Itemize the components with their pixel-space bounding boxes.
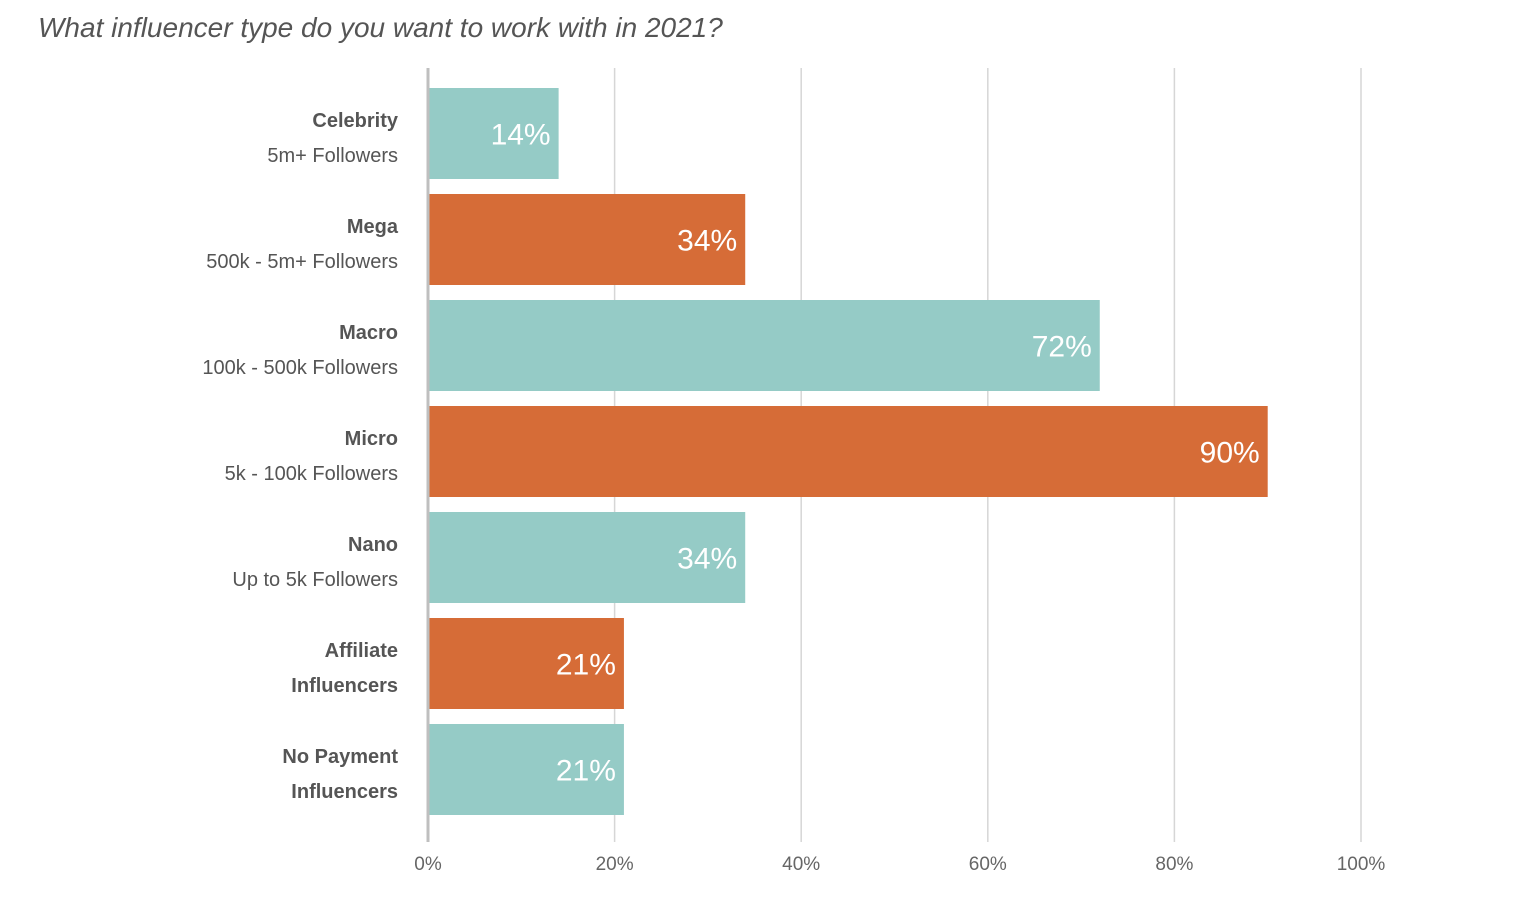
bars: 14% 34% 72% 90% 34% 21% 21% (428, 88, 1268, 815)
category-label: No Payment (282, 746, 398, 768)
category-labels: Celebrity 5m+ Followers Mega 500k - 5m+ Fol… (202, 110, 399, 803)
category-sublabel: 500k - 5m+ Followers (206, 251, 398, 273)
bar-value-label: 21% (556, 649, 616, 682)
x-tick-label: 60% (969, 854, 1007, 875)
bar-value-label: 72% (1032, 331, 1092, 364)
x-tick-label: 40% (782, 854, 820, 875)
category-sublabel: Influencers (291, 675, 398, 697)
category-label: Celebrity (312, 110, 398, 132)
category-sublabel: 5m+ Followers (267, 145, 398, 167)
bar (428, 724, 624, 815)
category-label: Nano (348, 534, 398, 556)
category-label: Affiliate (325, 640, 398, 662)
bar-value-label: 90% (1200, 437, 1260, 470)
bar (428, 88, 559, 179)
x-tick-label: 100% (1337, 854, 1386, 875)
x-tick-label: 20% (596, 854, 634, 875)
category-label: Macro (339, 322, 398, 344)
category-label: Mega (347, 216, 399, 238)
bar (428, 300, 1100, 391)
bar-value-label: 34% (677, 543, 737, 576)
category-sublabel: 100k - 500k Followers (202, 357, 398, 379)
bar (428, 194, 746, 285)
bar (428, 512, 746, 603)
bar (428, 618, 624, 709)
category-sublabel: 5k - 100k Followers (225, 463, 398, 485)
bar (428, 406, 1268, 497)
axes: 0% 20% 40% 60% 80% 100% (414, 68, 1385, 875)
category-sublabel: Influencers (291, 781, 398, 803)
bar-value-label: 21% (556, 755, 616, 788)
x-tick-label: 80% (1155, 854, 1193, 875)
category-sublabel: Up to 5k Followers (232, 569, 398, 591)
category-label: Micro (345, 428, 398, 450)
x-tick-label: 0% (414, 854, 442, 875)
bar-value-label: 14% (491, 119, 551, 152)
bar-value-label: 34% (677, 225, 737, 258)
chart-title: What influencer type do you want to work… (38, 12, 723, 43)
